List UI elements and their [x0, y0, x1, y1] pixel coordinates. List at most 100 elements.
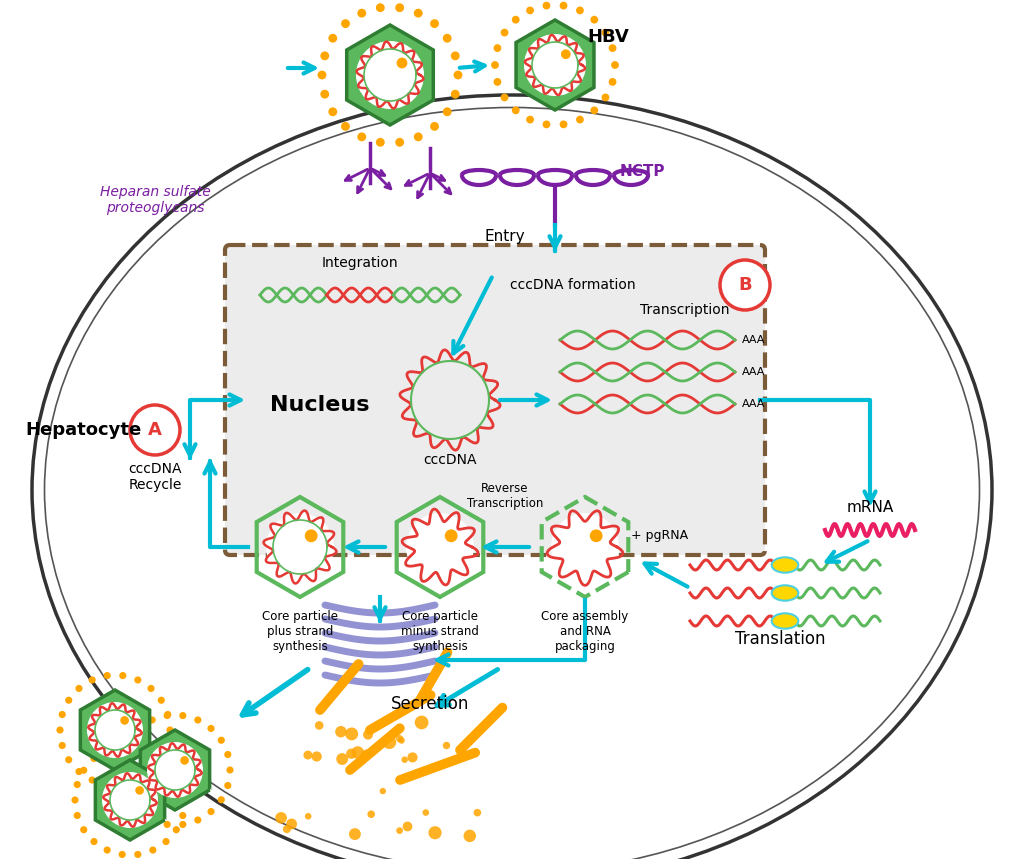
Circle shape — [103, 781, 111, 788]
Circle shape — [398, 737, 404, 744]
Circle shape — [376, 138, 385, 147]
Circle shape — [56, 727, 63, 734]
Text: NCTP: NCTP — [620, 165, 666, 180]
Circle shape — [305, 813, 311, 819]
Circle shape — [167, 727, 174, 734]
Circle shape — [76, 768, 83, 775]
Polygon shape — [347, 25, 433, 125]
Circle shape — [494, 44, 502, 52]
Circle shape — [336, 753, 348, 765]
Circle shape — [76, 685, 83, 692]
Circle shape — [356, 41, 424, 109]
Circle shape — [442, 742, 451, 749]
Circle shape — [119, 672, 126, 679]
Text: Core particle
minus strand
synthesis: Core particle minus strand synthesis — [401, 610, 479, 653]
Circle shape — [368, 810, 375, 818]
Text: cccDNA
Recycle: cccDNA Recycle — [128, 462, 181, 492]
Circle shape — [601, 94, 609, 101]
Circle shape — [577, 7, 584, 15]
Circle shape — [134, 742, 141, 749]
Circle shape — [349, 828, 360, 840]
Ellipse shape — [772, 613, 799, 629]
Circle shape — [414, 9, 423, 17]
Circle shape — [173, 767, 180, 774]
Circle shape — [406, 513, 474, 581]
Circle shape — [321, 52, 329, 60]
Circle shape — [345, 728, 358, 740]
Polygon shape — [80, 690, 150, 770]
Circle shape — [135, 808, 142, 815]
Circle shape — [134, 777, 141, 783]
Ellipse shape — [772, 585, 799, 600]
Text: Integration: Integration — [322, 256, 398, 270]
Circle shape — [134, 676, 141, 684]
Circle shape — [117, 766, 124, 774]
Text: cccDNA: cccDNA — [423, 453, 477, 467]
Circle shape — [164, 742, 171, 749]
Ellipse shape — [772, 557, 799, 573]
Text: Secretion: Secretion — [391, 695, 469, 713]
Circle shape — [283, 825, 291, 833]
Circle shape — [135, 786, 144, 795]
Circle shape — [74, 781, 81, 788]
Circle shape — [494, 78, 502, 86]
Circle shape — [58, 711, 66, 718]
Circle shape — [87, 702, 143, 758]
Circle shape — [341, 19, 350, 28]
Circle shape — [130, 405, 180, 455]
Circle shape — [125, 737, 132, 744]
Circle shape — [58, 742, 66, 749]
Circle shape — [464, 830, 476, 842]
Ellipse shape — [32, 95, 992, 859]
Circle shape — [164, 821, 171, 828]
Polygon shape — [516, 20, 594, 110]
Text: Nucleus: Nucleus — [270, 395, 370, 415]
Text: HBV: HBV — [587, 28, 629, 46]
Circle shape — [125, 796, 132, 803]
Text: mRNA: mRNA — [847, 500, 894, 515]
Circle shape — [148, 716, 156, 723]
Circle shape — [415, 716, 428, 729]
Circle shape — [380, 788, 386, 795]
Circle shape — [266, 513, 334, 581]
Circle shape — [560, 2, 567, 9]
Circle shape — [526, 7, 534, 15]
Circle shape — [208, 808, 215, 815]
Circle shape — [408, 752, 418, 763]
Circle shape — [329, 34, 337, 43]
Circle shape — [164, 711, 171, 718]
Circle shape — [341, 122, 350, 131]
Circle shape — [148, 816, 156, 824]
Circle shape — [66, 756, 73, 764]
Circle shape — [590, 529, 602, 542]
Circle shape — [357, 132, 367, 141]
Circle shape — [396, 58, 408, 69]
Text: Core assembly
and RNA
packaging: Core assembly and RNA packaging — [542, 610, 629, 653]
Circle shape — [147, 742, 203, 798]
Circle shape — [163, 755, 170, 762]
Circle shape — [577, 116, 584, 124]
Circle shape — [195, 716, 202, 723]
Circle shape — [120, 716, 129, 725]
Circle shape — [317, 70, 327, 79]
Circle shape — [119, 782, 126, 789]
Circle shape — [611, 61, 618, 69]
Circle shape — [401, 757, 408, 763]
Circle shape — [90, 755, 97, 762]
Circle shape — [561, 49, 570, 59]
Circle shape — [351, 746, 365, 758]
Circle shape — [608, 44, 616, 52]
Circle shape — [321, 89, 329, 99]
Circle shape — [173, 826, 180, 833]
Circle shape — [179, 781, 186, 788]
Circle shape — [134, 851, 141, 858]
Circle shape — [454, 70, 463, 79]
Circle shape — [364, 729, 373, 740]
Circle shape — [287, 819, 297, 829]
Text: + pgRNA: + pgRNA — [632, 528, 688, 541]
Circle shape — [492, 61, 499, 69]
Text: A: A — [148, 421, 162, 439]
Circle shape — [524, 34, 586, 96]
Circle shape — [150, 846, 157, 854]
Circle shape — [90, 838, 97, 845]
